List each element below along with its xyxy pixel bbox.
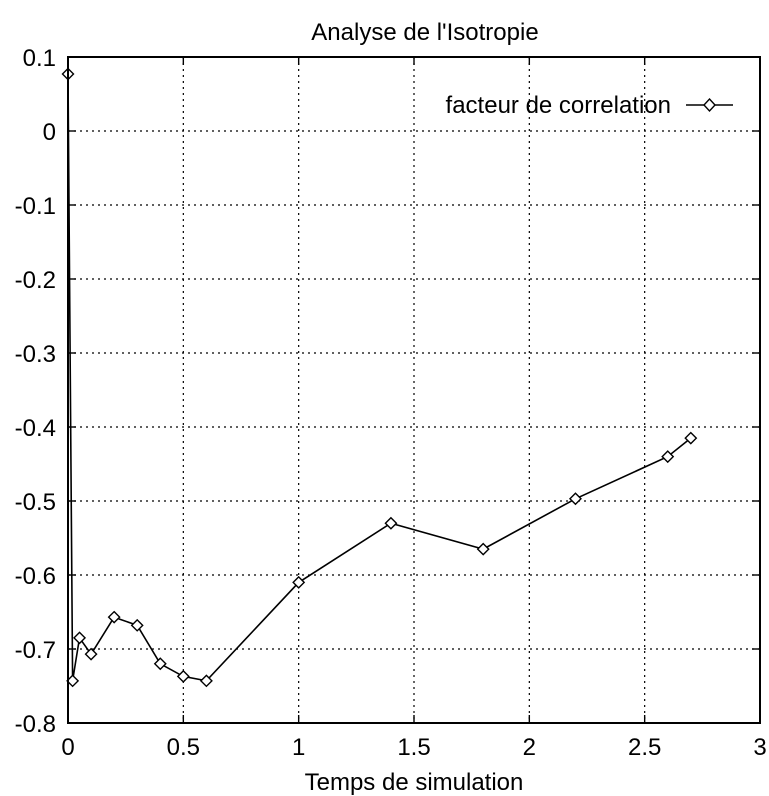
y-tick-label: -0.4 (15, 415, 56, 442)
data-point (153, 657, 167, 671)
y-tick-label: -0.7 (15, 637, 56, 664)
x-tick-label: 1 (292, 734, 305, 761)
series-line (67, 73, 692, 682)
y-tick-label: 0 (43, 119, 56, 146)
legend: facteur de correlation (446, 92, 733, 119)
legend-label: facteur de correlation (446, 92, 671, 119)
y-tick-label: -0.2 (15, 267, 56, 294)
data-point (84, 647, 98, 661)
axis-ticks: 0 0.5 1 1.5 2 2.5 3 0.1 0 -0.1 -0.2 -0.3 -0.4 -0.5 -0.… (15, 45, 767, 761)
x-tick-label: 1.5 (397, 734, 430, 761)
y-tick-label: -0.6 (15, 563, 56, 590)
data-point (176, 669, 190, 683)
x-tick-label: 0 (61, 734, 74, 761)
x-tick-label: 3 (753, 734, 766, 761)
y-tick-label: 0.1 (23, 45, 56, 72)
x-tick-label: 2.5 (628, 734, 661, 761)
chart-title: Analyse de l'Isotropie (311, 19, 538, 46)
y-tick-label: -0.5 (15, 489, 56, 516)
data-point (73, 631, 87, 645)
x-tick-label: 2 (523, 734, 536, 761)
x-tick-label: 0.5 (167, 734, 200, 761)
data-point (476, 542, 490, 556)
legend-marker (703, 97, 716, 113)
data-point (684, 431, 698, 445)
y-tick-label: -0.8 (15, 711, 56, 738)
data-point (199, 674, 213, 688)
y-tick-label: -0.3 (15, 341, 56, 368)
data-point (292, 575, 306, 589)
data-point (130, 618, 144, 632)
data-point (107, 610, 121, 624)
data-point (384, 516, 398, 530)
grid (68, 57, 760, 723)
x-axis-label: Temps de simulation (305, 769, 524, 796)
series-layer (61, 67, 698, 688)
y-tick-label: -0.1 (15, 193, 56, 220)
plot-frame (67, 56, 761, 724)
data-point (568, 492, 582, 506)
data-point (661, 450, 675, 464)
